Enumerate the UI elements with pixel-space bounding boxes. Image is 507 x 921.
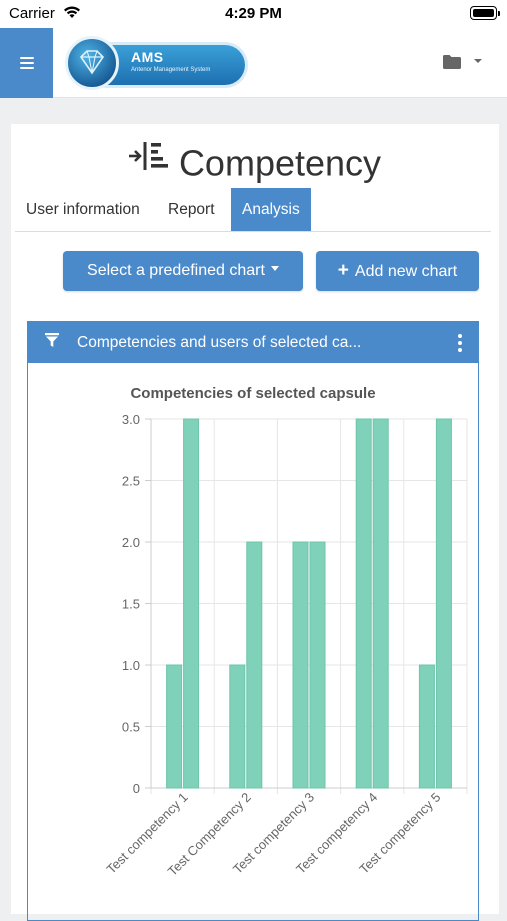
chart-title: Competencies of selected capsule (130, 385, 375, 402)
y-tick-label: 0.5 (122, 720, 140, 735)
bar-series2 (183, 418, 200, 789)
bar-series2 (435, 418, 452, 789)
bar-series2 (246, 541, 263, 789)
carrier-label: Carrier (9, 5, 55, 22)
plus-icon: + (337, 260, 349, 281)
clock: 4:29 PM (225, 5, 282, 22)
select-predefined-chart-button[interactable]: Select a predefined chart (63, 251, 303, 291)
page-title: Competency (11, 140, 499, 184)
chart-panel-title: Competencies and users of selected ca... (77, 334, 362, 351)
chart-panel: Competencies and users of selected ca...… (27, 321, 479, 921)
bar-series1 (229, 664, 246, 789)
competency-icon (128, 139, 171, 181)
competency-bar-chart: Competencies of selected capsule 0 0.5 1.0 1… (103, 385, 468, 879)
logo-subtitle: Antenor Management System (131, 67, 211, 73)
status-bar: Carrier 4:29 PM (0, 0, 507, 28)
filter-icon[interactable] (45, 333, 59, 353)
y-tick-label: 3.0 (122, 412, 140, 427)
tab-analysis[interactable]: Analysis (231, 188, 311, 231)
add-new-chart-button[interactable]: + Add new chart (316, 251, 479, 291)
more-options-icon[interactable] (458, 334, 462, 355)
top-navbar: AMS Antenor Management System (0, 28, 507, 98)
diamond-icon (65, 36, 119, 90)
ams-logo[interactable]: AMS Antenor Management System (65, 34, 247, 92)
y-tick-label: 2.5 (122, 474, 140, 489)
y-tick-label: 1.5 (122, 597, 140, 612)
chevron-down-icon[interactable] (474, 59, 482, 63)
tab-user-information[interactable]: User information (26, 201, 140, 218)
hamburger-menu-button[interactable] (0, 28, 53, 98)
battery-icon (470, 6, 500, 20)
chart-panel-header: Competencies and users of selected ca... (28, 322, 478, 363)
bar-series1 (292, 541, 309, 789)
tab-report[interactable]: Report (168, 201, 215, 218)
folder-icon[interactable] (443, 55, 461, 74)
logo-title: AMS (131, 49, 164, 65)
bar-series1 (355, 418, 372, 789)
wifi-icon (62, 4, 82, 25)
hamburger-icon (19, 54, 34, 72)
bar-series1 (166, 664, 183, 789)
y-tick-label: 0 (133, 781, 140, 796)
bar-series1 (418, 664, 435, 789)
caret-down-icon (270, 266, 279, 272)
competency-card: Competency User information Report Analy… (11, 124, 499, 921)
bar-series2 (309, 541, 326, 789)
tab-bar: User information Report Analysis (15, 188, 491, 232)
bar-series2 (372, 418, 389, 789)
y-tick-label: 1.0 (122, 658, 140, 673)
y-tick-label: 2.0 (122, 535, 140, 550)
